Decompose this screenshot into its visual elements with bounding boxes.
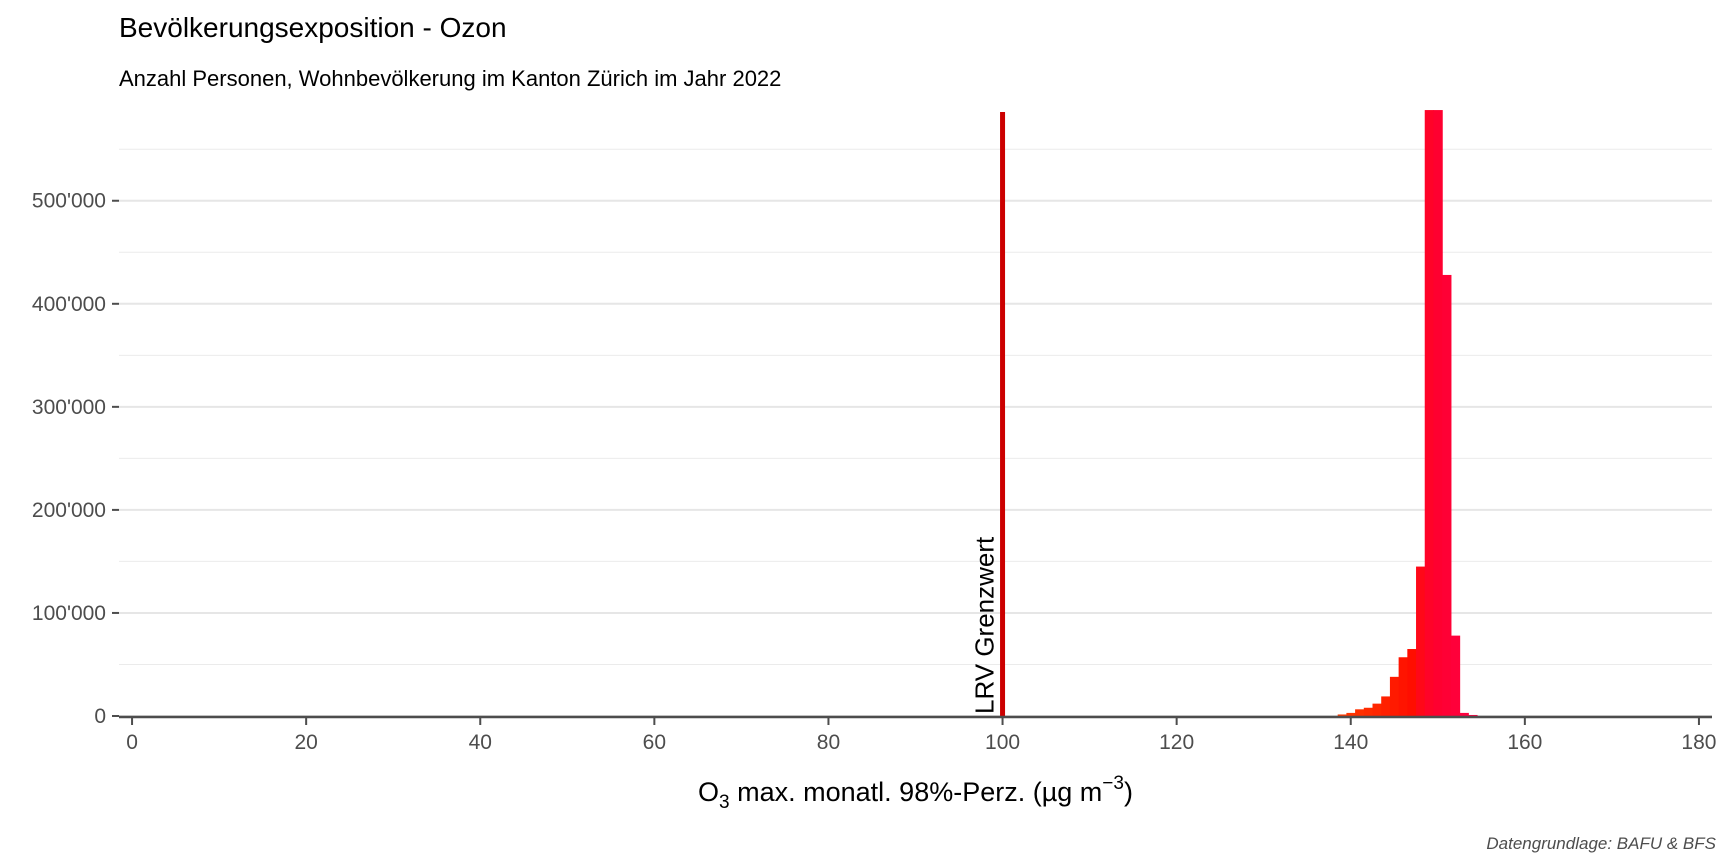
histogram-bar (1459, 712, 1469, 716)
y-tick-label: 200'000 (32, 499, 106, 522)
data-source-caption: Datengrundlage: BAFU & BFS (1486, 834, 1716, 853)
histogram-bar (1450, 635, 1461, 716)
histogram-bar (1468, 714, 1478, 716)
y-tick-label: 100'000 (32, 602, 106, 625)
histogram-bar (1355, 709, 1365, 716)
histogram-bar (1372, 703, 1382, 716)
x-axis-title-subscript: 3 (719, 792, 730, 813)
y-axis-ticks: 0 100'000 200'000 300'000 400'000 500'000 (32, 190, 119, 728)
x-axis-ticks: 0 20 40 60 80 100 120 140 160 180 (126, 718, 1716, 754)
x-axis-title-main: max. monatl. 98%-Perz. (µg m (730, 777, 1103, 807)
x-tick-label: 120 (1159, 731, 1194, 754)
x-axis-title: O3 max. monatl. 98%-Perz. (µg m−3) (698, 773, 1133, 813)
chart-title: Bevölkerungsexposition - Ozon (119, 12, 507, 43)
histogram-bar (1433, 110, 1443, 716)
histogram-bar (1363, 707, 1374, 716)
x-tick-label: 20 (294, 731, 317, 754)
histogram-bar (1442, 274, 1452, 716)
histogram-bar (1346, 712, 1356, 716)
x-tick-label: 160 (1507, 731, 1542, 754)
threshold-group: LRV Grenzwert (970, 112, 1006, 716)
x-tick-label: 80 (817, 731, 840, 754)
x-axis-title-superscript: −3 (1102, 773, 1124, 794)
x-axis-title-tail: ) (1124, 777, 1133, 807)
histogram-bar (1398, 657, 1408, 716)
y-tick-label: 400'000 (32, 293, 106, 316)
y-tick-label: 500'000 (32, 190, 106, 213)
x-tick-label: 0 (126, 731, 138, 754)
x-tick-label: 40 (469, 731, 492, 754)
histogram-bar (1337, 714, 1347, 716)
x-tick-label: 60 (643, 731, 666, 754)
threshold-label: LRV Grenzwert (970, 536, 1000, 714)
x-axis-title-base: O (698, 777, 719, 807)
histogram-bar (1389, 676, 1400, 716)
histogram-bar (1381, 696, 1391, 716)
histogram-bars (1337, 110, 1478, 716)
y-tick-label: 300'000 (32, 396, 106, 419)
histogram-bar (1424, 110, 1435, 716)
chart-subtitle: Anzahl Personen, Wohnbevölkerung im Kant… (119, 66, 782, 91)
x-tick-label: 100 (985, 731, 1020, 754)
histogram-bar (1407, 649, 1417, 716)
y-tick-label: 0 (94, 705, 106, 728)
histogram-bar (1416, 566, 1426, 716)
x-tick-label: 180 (1681, 731, 1716, 754)
x-tick-label: 140 (1333, 731, 1368, 754)
